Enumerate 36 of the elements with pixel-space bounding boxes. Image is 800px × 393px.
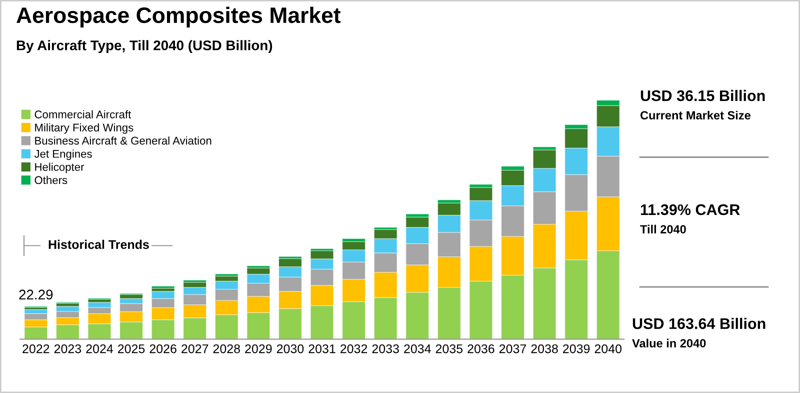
- x-tick-label: 2022: [22, 344, 50, 354]
- x-tick-label: 2036: [468, 344, 494, 354]
- x-tick-label: 2029: [245, 344, 272, 354]
- x-tick-label: 2031: [308, 344, 336, 354]
- x-tick-label: 2023: [54, 344, 82, 354]
- x-tick-label: 2032: [340, 344, 368, 354]
- x-tick-label: 2040: [594, 344, 622, 354]
- x-tick-label: 2035: [436, 344, 463, 354]
- annotation: Historical Trends: [48, 240, 149, 249]
- text: Current Market Size: [640, 110, 750, 120]
- legend-label: Commercial Aircraft: [34, 110, 132, 118]
- bar: [151, 286, 175, 288]
- x-tick-label: 2033: [372, 344, 399, 354]
- x-tick-label: 2024: [86, 344, 114, 354]
- chart-title: Aerospace Composites Market: [16, 6, 341, 28]
- text: Value in 2040: [632, 338, 706, 348]
- x-tick-label: 2028: [213, 344, 240, 354]
- annotation: 22.29: [19, 290, 53, 300]
- legend-label: Jet Engines: [34, 150, 92, 160]
- x-tick-label: 2039: [563, 344, 590, 354]
- x-tick-label: 2037: [499, 344, 526, 354]
- legend-label: Business Aircraft & General Aviation: [35, 136, 212, 145]
- text: USD 163.64 Billion: [632, 318, 766, 330]
- x-tick-label: 2025: [118, 344, 145, 354]
- legend-label: Helicopter: [35, 162, 84, 174]
- legend-label: Military Fixed Wings: [35, 123, 134, 134]
- x-tick-label: 2030: [276, 344, 304, 354]
- text: Till 2040: [640, 224, 686, 234]
- text: USD 36.15 Billion: [640, 90, 765, 102]
- x-tick-label: 2038: [531, 344, 558, 354]
- chart-subtitle: By Aircraft Type, Till 2040 (USD Billion): [16, 40, 272, 54]
- x-tick-label: 2034: [404, 344, 431, 354]
- x-tick-label: 2026: [150, 344, 176, 354]
- text: 11.39% CAGR: [640, 204, 740, 216]
- x-tick-label: 2027: [182, 344, 208, 354]
- legend-label: Others: [34, 176, 68, 184]
